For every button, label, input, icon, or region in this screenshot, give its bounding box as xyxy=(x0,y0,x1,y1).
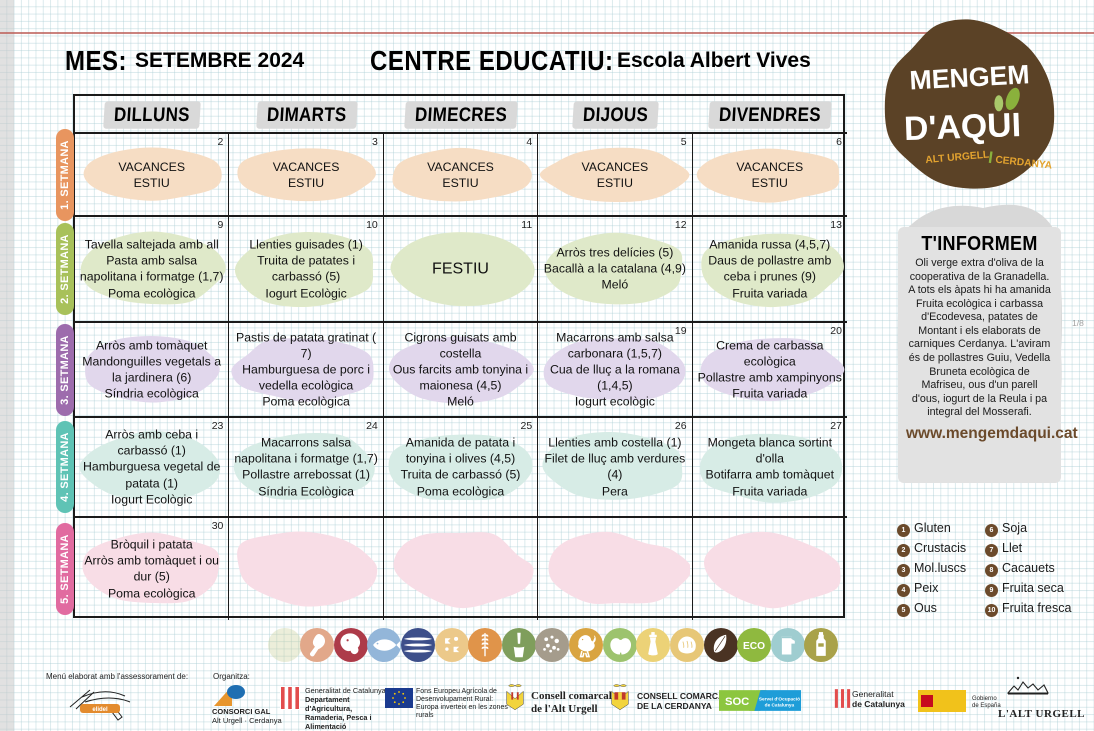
svg-text:de Catalunya: de Catalunya xyxy=(765,703,795,709)
svg-text:D'AQUI: D'AQUI xyxy=(903,106,1021,148)
svg-text:ECO: ECO xyxy=(743,641,765,652)
svg-text:SOC: SOC xyxy=(725,696,749,708)
svg-text:elidel: elidel xyxy=(92,707,108,713)
svg-text:Servei d'Ocupació: Servei d'Ocupació xyxy=(759,697,800,703)
